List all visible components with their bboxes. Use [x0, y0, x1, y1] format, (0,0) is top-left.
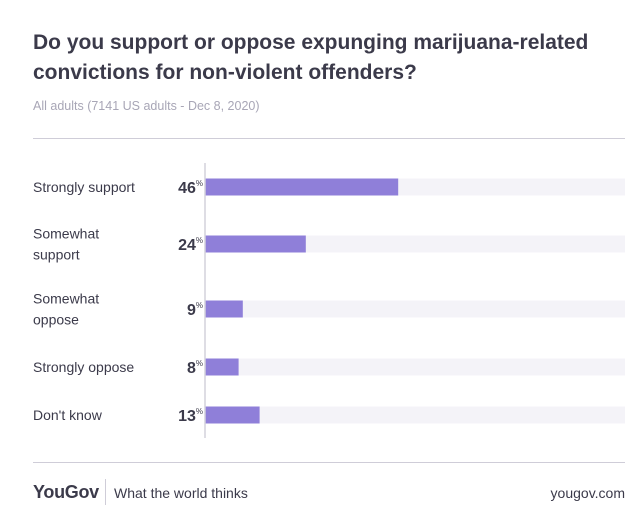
- chart-subtitle: All adults (7141 US adults - Dec 8, 2020…: [33, 99, 260, 113]
- yougov-logo: YouGov: [33, 482, 99, 502]
- data-label: 9%: [187, 301, 203, 319]
- footer-tagline: What the world thinks: [114, 485, 248, 501]
- data-label: 24%: [178, 236, 203, 254]
- bar-track: [205, 358, 625, 376]
- footer-site-link[interactable]: yougov.com: [550, 485, 625, 501]
- category-label: Strongly support: [33, 179, 135, 195]
- bar: [205, 358, 239, 376]
- footer-divider: [105, 479, 106, 505]
- bottom-divider: [33, 462, 625, 463]
- category-label: Somewhat oppose: [33, 291, 99, 328]
- chart-title: Do you support or oppose expunging marij…: [33, 31, 589, 84]
- bar: [205, 300, 243, 318]
- category-label: Don't know: [33, 407, 103, 423]
- footer: YouGov What the world thinks yougov.com: [33, 478, 625, 508]
- category-label: Strongly oppose: [33, 359, 134, 375]
- bar-track: [205, 235, 625, 253]
- data-label: 13%: [178, 407, 203, 425]
- bar-track: [205, 406, 625, 424]
- category-label: Somewhat support: [33, 226, 99, 263]
- bar-track: [205, 300, 625, 318]
- bar: [205, 235, 306, 253]
- data-label: 8%: [187, 359, 203, 377]
- bar: [205, 178, 399, 196]
- top-divider: [33, 138, 625, 139]
- data-label: 46%: [178, 179, 203, 197]
- bar: [205, 406, 260, 424]
